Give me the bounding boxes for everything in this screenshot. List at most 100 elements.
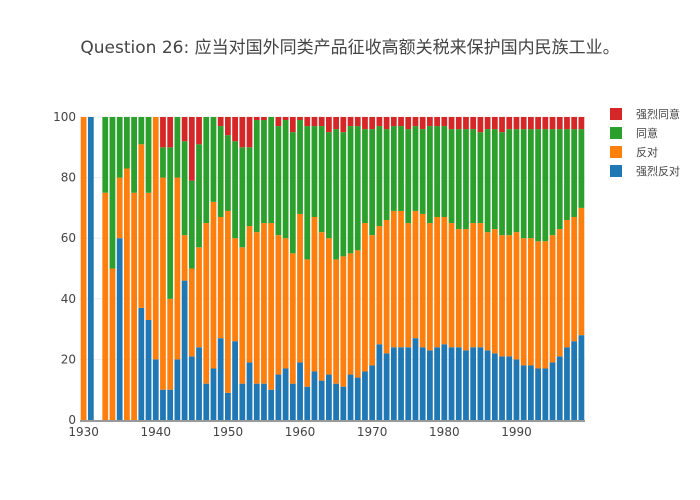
bar-1946-强烈同意 bbox=[196, 117, 202, 145]
bar-1943-强烈反对 bbox=[174, 359, 181, 420]
bar-1977-同意 bbox=[419, 129, 426, 214]
bar-1971-强烈反对 bbox=[376, 344, 383, 420]
bar-1951-强烈反对 bbox=[232, 341, 238, 420]
bar-1976-反对 bbox=[412, 210, 419, 339]
bar-1976-强烈反对 bbox=[412, 338, 419, 420]
bar-1980-强烈反对 bbox=[441, 344, 448, 420]
bar-1948-同意 bbox=[210, 117, 217, 202]
bar-1990-反对 bbox=[513, 232, 520, 360]
bar-1969-同意 bbox=[362, 129, 368, 224]
bar-1961-强烈同意 bbox=[304, 117, 311, 127]
bar-1939-同意 bbox=[145, 117, 152, 193]
bar-1955-反对 bbox=[261, 223, 267, 384]
bar-1952-强烈反对 bbox=[239, 383, 246, 420]
bar-1990-强烈反对 bbox=[513, 359, 520, 420]
bar-1985-同意 bbox=[477, 132, 484, 224]
bar-1989-反对 bbox=[506, 235, 513, 357]
bar-1950-反对 bbox=[225, 210, 231, 393]
bar-1978-强烈同意 bbox=[427, 117, 433, 127]
bar-1969-强烈同意 bbox=[362, 117, 368, 130]
bar-1953-强烈反对 bbox=[246, 362, 253, 420]
bar-1958-强烈反对 bbox=[282, 368, 289, 420]
bar-1987-强烈反对 bbox=[491, 353, 498, 420]
bar-1941-反对 bbox=[160, 177, 166, 390]
bar-1959-同意 bbox=[289, 132, 296, 254]
bar-1975-同意 bbox=[405, 129, 412, 224]
bar-1955-强烈同意 bbox=[261, 117, 267, 121]
bar-1947-同意 bbox=[203, 117, 210, 224]
bar-1965-同意 bbox=[333, 129, 339, 260]
bar-1951-同意 bbox=[232, 141, 238, 239]
bar-1968-强烈反对 bbox=[354, 377, 361, 420]
bar-1958-同意 bbox=[282, 120, 289, 239]
x-tick-label: 1970 bbox=[357, 425, 388, 439]
bar-1999-强烈反对 bbox=[578, 335, 585, 420]
bar-1982-强烈反对 bbox=[455, 347, 462, 420]
bar-1956-强烈反对 bbox=[268, 389, 275, 420]
bar-1997-同意 bbox=[564, 129, 570, 221]
bar-1947-强烈反对 bbox=[203, 383, 210, 420]
bar-1984-同意 bbox=[470, 129, 477, 224]
bar-1937-同意 bbox=[131, 117, 137, 193]
bar-1962-强烈反对 bbox=[311, 371, 318, 420]
bar-1964-强烈反对 bbox=[326, 374, 332, 420]
bar-1974-强烈同意 bbox=[398, 117, 404, 127]
bar-1991-反对 bbox=[520, 238, 527, 366]
bar-1944-强烈同意 bbox=[181, 117, 188, 142]
bar-1972-同意 bbox=[383, 129, 390, 221]
x-tick-label: 1990 bbox=[501, 425, 532, 439]
bar-1989-强烈反对 bbox=[506, 356, 513, 420]
bar-1945-强烈同意 bbox=[188, 117, 195, 181]
bar-1953-同意 bbox=[246, 147, 253, 227]
bar-1973-强烈反对 bbox=[390, 347, 397, 420]
bar-1947-反对 bbox=[203, 223, 210, 384]
bar-1938-强烈反对 bbox=[138, 307, 145, 420]
x-tick-label: 1930 bbox=[68, 425, 99, 439]
x-tick-label: 1980 bbox=[429, 425, 460, 439]
bar-1963-反对 bbox=[318, 232, 325, 381]
bar-1992-强烈反对 bbox=[528, 365, 534, 420]
bar-1992-反对 bbox=[528, 238, 534, 366]
bar-1989-强烈同意 bbox=[506, 117, 513, 130]
bar-1996-强烈同意 bbox=[556, 117, 563, 130]
bar-1946-同意 bbox=[196, 144, 202, 248]
bar-1991-强烈同意 bbox=[520, 117, 527, 130]
legend-label: 同意 bbox=[636, 126, 658, 140]
bar-1999-强烈同意 bbox=[578, 117, 585, 130]
bar-1997-强烈同意 bbox=[564, 117, 570, 130]
bar-1938-同意 bbox=[138, 117, 145, 145]
bar-1945-反对 bbox=[188, 268, 195, 357]
bar-1961-同意 bbox=[304, 126, 311, 260]
bar-1985-强烈同意 bbox=[477, 117, 484, 133]
bar-1968-同意 bbox=[354, 126, 361, 251]
legend-swatch bbox=[610, 108, 622, 120]
bar-1942-强烈同意 bbox=[167, 117, 174, 148]
bar-1972-反对 bbox=[383, 220, 390, 354]
bar-1942-同意 bbox=[167, 147, 174, 299]
bar-1981-同意 bbox=[448, 129, 455, 224]
bar-1950-强烈同意 bbox=[225, 117, 231, 136]
bar-1965-强烈同意 bbox=[333, 117, 339, 130]
bar-1968-强烈同意 bbox=[354, 117, 361, 127]
bar-1970-强烈同意 bbox=[369, 117, 376, 130]
bar-1971-反对 bbox=[376, 226, 383, 345]
bar-1998-强烈同意 bbox=[571, 117, 578, 130]
bar-1935-同意 bbox=[116, 117, 123, 178]
bar-1948-反对 bbox=[210, 201, 217, 369]
bar-1998-强烈反对 bbox=[571, 341, 578, 420]
bar-1988-反对 bbox=[499, 235, 505, 357]
bar-1982-反对 bbox=[455, 229, 462, 348]
y-tick-label: 40 bbox=[61, 292, 76, 306]
bar-1978-强烈反对 bbox=[427, 350, 433, 420]
bar-1946-反对 bbox=[196, 247, 202, 348]
bar-1945-同意 bbox=[188, 180, 195, 269]
bar-1944-同意 bbox=[181, 141, 188, 236]
bar-1995-同意 bbox=[549, 129, 556, 236]
bar-1951-强烈同意 bbox=[232, 117, 238, 142]
bar-1949-同意 bbox=[217, 126, 224, 217]
bar-1983-同意 bbox=[463, 129, 469, 230]
bar-1997-强烈反对 bbox=[564, 347, 570, 420]
bar-1996-强烈反对 bbox=[556, 356, 563, 420]
bar-1966-强烈同意 bbox=[340, 117, 347, 133]
